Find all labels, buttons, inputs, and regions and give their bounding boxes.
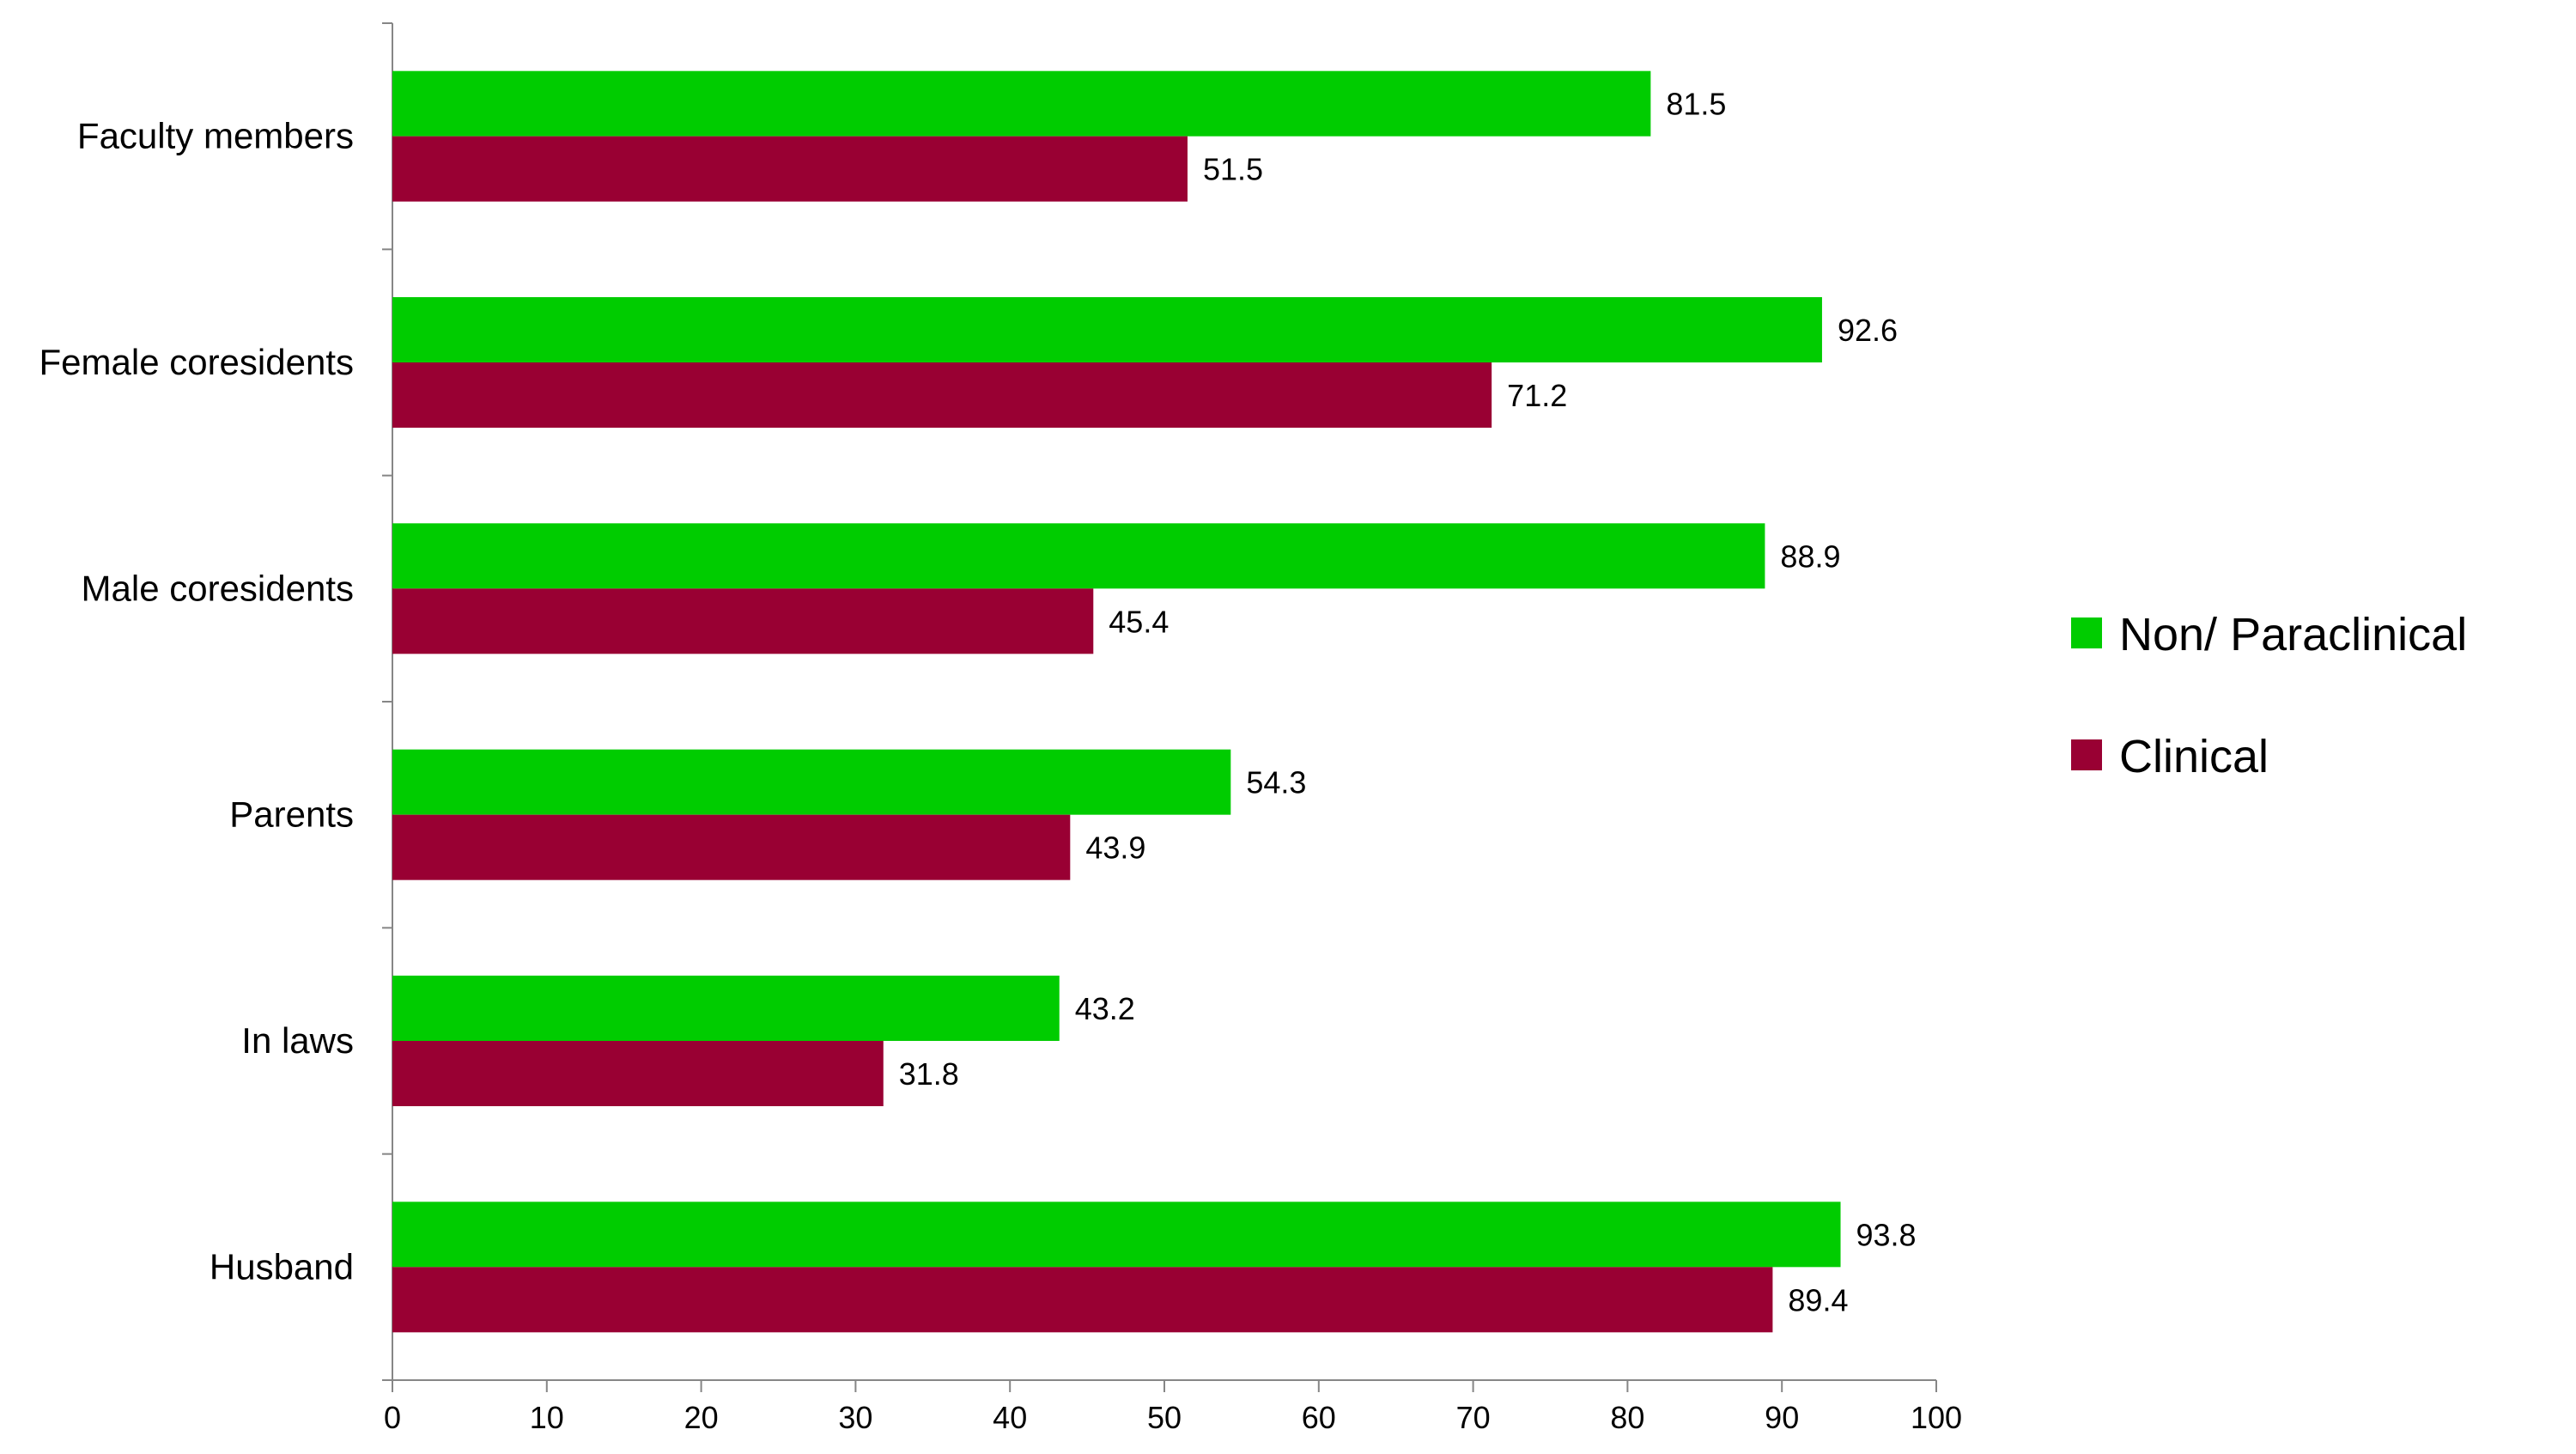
bar-clinical — [392, 814, 1071, 880]
data-label: 81.5 — [1666, 87, 1726, 122]
data-label: 88.9 — [1780, 538, 1840, 574]
bar-non-paraclinical — [392, 749, 1231, 815]
bar-non-paraclinical — [392, 1202, 1841, 1268]
bar-non-paraclinical — [392, 523, 1765, 589]
x-tick-label: 20 — [684, 1400, 719, 1435]
category-label: Parents — [229, 794, 354, 835]
bar-clinical — [392, 1267, 1773, 1333]
category-label: Faculty members — [77, 116, 354, 156]
x-tick-label: 50 — [1147, 1400, 1182, 1435]
data-label: 43.2 — [1075, 991, 1135, 1026]
data-label: 45.4 — [1109, 604, 1169, 639]
category-label: Female coresidents — [39, 342, 355, 382]
bar-clinical — [392, 362, 1492, 428]
bar-non-paraclinical — [392, 297, 1822, 362]
x-tick-label: 60 — [1302, 1400, 1336, 1435]
data-label: 92.6 — [1838, 313, 1898, 348]
category-label: In laws — [241, 1020, 354, 1061]
x-tick-label: 30 — [838, 1400, 872, 1435]
data-label: 43.9 — [1085, 830, 1145, 866]
bar-clinical — [392, 588, 1094, 654]
axes: 0 10 20 30 40 50 60 70 80 90 100 Faculty members Fem… — [39, 22, 1962, 1435]
data-label: 93.8 — [1856, 1217, 1917, 1252]
x-tick-label: 80 — [1610, 1400, 1644, 1435]
legend-label: Clinical — [2119, 731, 2269, 782]
category-label: Husband — [210, 1246, 354, 1287]
x-tick-label: 0 — [384, 1400, 401, 1435]
x-tick-label: 100 — [1911, 1400, 1962, 1435]
x-tick-label: 90 — [1765, 1400, 1799, 1435]
bar-non-paraclinical — [392, 976, 1060, 1041]
data-label: 54.3 — [1246, 765, 1306, 800]
bar-clinical — [392, 1041, 884, 1106]
x-tick-label: 40 — [993, 1400, 1027, 1435]
legend-swatch — [2071, 617, 2102, 648]
bar-clinical — [392, 136, 1188, 202]
category-label: Male coresidents — [82, 568, 354, 608]
data-label: 51.5 — [1203, 152, 1263, 187]
legend-swatch — [2071, 739, 2102, 770]
x-tick-label: 70 — [1456, 1400, 1491, 1435]
data-labels: 81.5 51.5 92.6 71.2 88.9 45.4 54.3 43.9 43.2 31.8… — [899, 87, 1917, 1318]
legend-label: Non/ Paraclinical — [2119, 609, 2467, 660]
data-label: 89.4 — [1788, 1282, 1848, 1317]
legend: Non/ Paraclinical Clinical — [2071, 609, 2467, 782]
data-label: 31.8 — [899, 1056, 959, 1092]
bars — [392, 70, 1841, 1333]
x-tick-label: 10 — [530, 1400, 564, 1435]
bar-non-paraclinical — [392, 70, 1651, 137]
data-label: 71.2 — [1507, 378, 1567, 413]
